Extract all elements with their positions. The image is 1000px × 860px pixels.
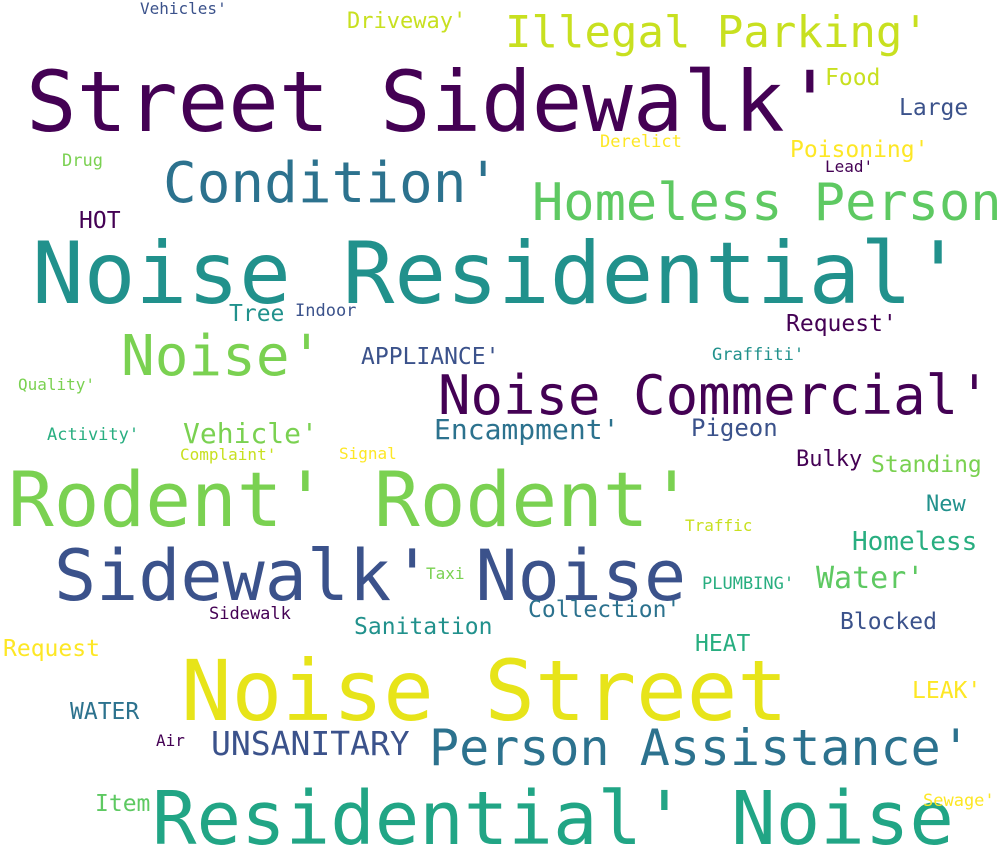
word-rodent-rodent: Rodent' Rodent' (8, 455, 695, 544)
word-heat: HEAT (695, 631, 751, 657)
word-tree: Tree (229, 301, 285, 327)
word-blocked: Blocked (840, 609, 937, 635)
word-traffic: Traffic (685, 516, 753, 535)
word-water: Water' (816, 561, 925, 596)
word-plumbing: PLUMBING' (702, 574, 795, 594)
word-vehicle: Vehicle' (183, 417, 318, 450)
word-noise: Noise' (121, 324, 324, 389)
word-noise-commercial: Noise Commercial' (438, 364, 991, 427)
word-noise-street: Noise Street (181, 642, 788, 740)
word-poisoning: Poisoning' (790, 137, 929, 163)
word-food: Food (825, 65, 881, 91)
word-illegal-parking: Illegal Parking' (505, 7, 929, 58)
word-bulky: Bulky (796, 447, 863, 472)
word-item: Item (95, 791, 151, 817)
word-condition: Condition' (163, 151, 501, 216)
word-drug: Drug (62, 151, 103, 171)
word-sidewalk-noise: Sidewalk' Noise (54, 535, 687, 617)
word-lead: Lead' (825, 157, 874, 176)
word-vehicles: Vehicles' (140, 0, 227, 18)
word-sanitation: Sanitation (354, 614, 493, 640)
word-request-2: Request (3, 636, 100, 662)
word-large: Large (899, 95, 969, 121)
word-complaint: Complaint' (180, 445, 277, 464)
word-air: Air (156, 731, 185, 750)
word-water-caps: WATER (70, 699, 140, 725)
word-sidewalk: Sidewalk (209, 604, 291, 624)
word-encampment: Encampment' (434, 413, 620, 446)
word-pigeon: Pigeon (691, 414, 778, 442)
word-standing: Standing (871, 452, 982, 478)
word-taxi: Taxi (426, 564, 465, 583)
word-noise-residential: Noise Residential' (32, 224, 964, 324)
word-homeless-person: Homeless Person (532, 173, 1000, 233)
word-hot: HOT (79, 208, 121, 234)
word-leak: LEAK' (912, 678, 982, 704)
word-person-assistance: Person Assistance' (429, 719, 971, 777)
word-derelict: Derelict (600, 132, 682, 152)
word-unsanitary: UNSANITARY (211, 724, 410, 763)
word-activity: Activity' (47, 425, 140, 445)
word-signal: Signal (339, 444, 397, 463)
word-collection: Collection' (528, 597, 681, 623)
word-driveway: Driveway' (347, 9, 467, 34)
word-indoor: Indoor (295, 301, 357, 321)
word-residential-noise: Residential' Noise (152, 776, 954, 860)
word-sewage: Sewage' (923, 791, 995, 811)
word-appliance: APPLIANCE' (361, 344, 500, 370)
word-street-sidewalk: Street Sidewalk' (26, 53, 836, 151)
word-quality: Quality' (18, 375, 96, 394)
word-request-1: Request' (786, 311, 897, 337)
word-new: New (926, 492, 966, 517)
word-homeless: Homeless (852, 527, 978, 557)
word-graffiti: Graffiti' (712, 345, 805, 365)
